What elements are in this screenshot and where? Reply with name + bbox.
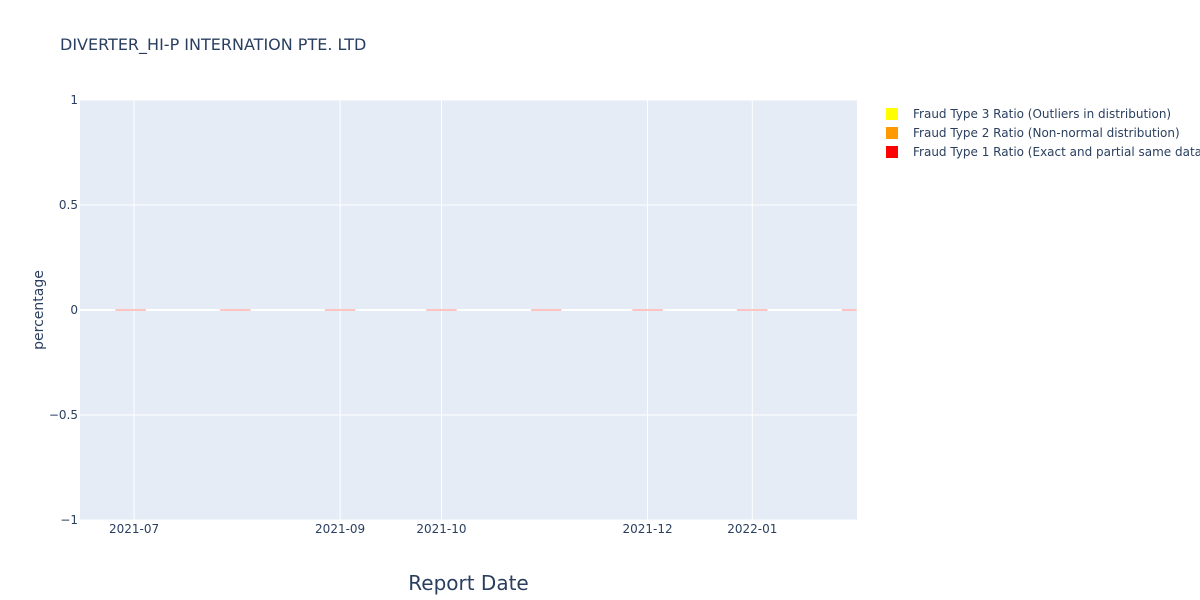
chart-title: DIVERTER_HI-P INTERNATION PTE. LTD (60, 35, 366, 55)
bar[interactable] (219, 309, 252, 311)
bar[interactable] (114, 309, 147, 311)
legend-label[interactable]: Fraud Type 3 Ratio (Outliers in distribu… (913, 107, 1171, 121)
bar[interactable] (841, 309, 858, 311)
x-tick-label: 2021-12 (622, 522, 672, 536)
x-axis-ticks: 2021-07 2021-09 2021-10 2021-12 2022-01 (109, 522, 777, 536)
y-axis-title: percentage (31, 270, 47, 350)
bars (114, 309, 858, 311)
y-tick-label: 0.5 (59, 198, 78, 212)
bar[interactable] (631, 309, 664, 311)
y-tick-label: 1 (70, 93, 78, 107)
x-tick-label: 2022-01 (727, 522, 777, 536)
legend-swatch[interactable] (886, 146, 898, 158)
x-axis-title: Report Date (408, 571, 528, 595)
y-tick-label: −0.5 (49, 408, 78, 422)
bar[interactable] (425, 309, 458, 311)
legend-swatch[interactable] (886, 127, 898, 139)
y-tick-label: −1 (60, 513, 78, 527)
bar[interactable] (324, 309, 356, 311)
bar[interactable] (736, 309, 769, 311)
legend-label[interactable]: Fraud Type 1 Ratio (Exact and partial sa… (913, 145, 1200, 159)
bar[interactable] (530, 309, 562, 311)
legend[interactable]: Fraud Type 3 Ratio (Outliers in distribu… (886, 107, 1200, 159)
x-tick-label: 2021-10 (416, 522, 466, 536)
y-tick-label: 0 (70, 303, 78, 317)
x-tick-label: 2021-07 (109, 522, 159, 536)
y-axis-ticks: 1 0.5 0 −0.5 −1 (49, 93, 78, 527)
legend-swatch[interactable] (886, 108, 898, 120)
legend-label[interactable]: Fraud Type 2 Ratio (Non-normal distribut… (913, 126, 1180, 140)
x-tick-label: 2021-09 (315, 522, 365, 536)
